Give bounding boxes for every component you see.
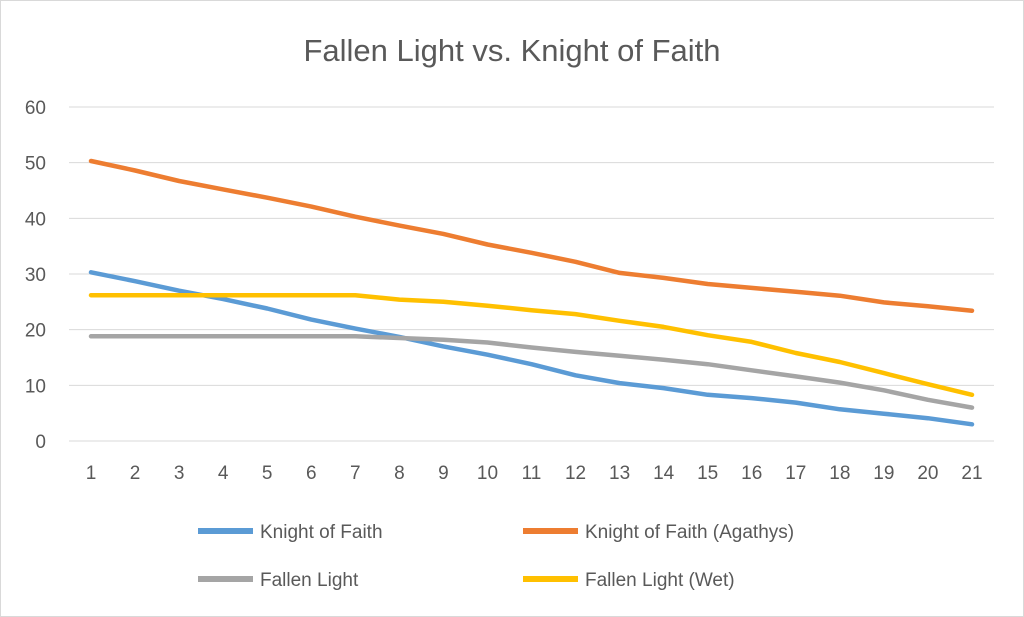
series-line-1 <box>88 158 975 313</box>
y-tick-label: 0 <box>35 432 46 453</box>
x-tick-label: 2 <box>130 463 141 484</box>
x-tick-label: 12 <box>565 463 586 484</box>
x-tick-label: 4 <box>218 463 229 484</box>
y-tick-label: 60 <box>25 98 46 119</box>
y-tick-label: 50 <box>25 154 46 175</box>
x-tick-label: 14 <box>653 463 675 484</box>
legend: Knight of Faith Knight of Faith (Agathys)… <box>198 522 794 591</box>
legend-label: Knight of Faith <box>260 522 383 543</box>
y-tick-label: 40 <box>25 209 46 230</box>
x-tick-label: 21 <box>961 463 982 484</box>
x-axis-ticks: 1 2 3 4 5 6 7 8 9 10 11 12 13 14 15 16 17 18 19 20 21 <box>86 463 983 484</box>
series-line-3 <box>88 292 975 398</box>
x-tick-label: 13 <box>609 463 630 484</box>
x-tick-label: 16 <box>741 463 762 484</box>
x-tick-label: 11 <box>522 463 542 484</box>
x-tick-label: 19 <box>873 463 894 484</box>
x-tick-label: 9 <box>438 463 449 484</box>
y-tick-label: 30 <box>25 265 46 286</box>
x-tick-label: 18 <box>829 463 850 484</box>
x-tick-label: 7 <box>350 463 361 484</box>
series-line-2 <box>88 334 975 410</box>
x-tick-label: 8 <box>394 463 405 484</box>
legend-label: Fallen Light (Wet) <box>585 570 735 591</box>
y-tick-label: 20 <box>25 321 46 342</box>
x-tick-label: 10 <box>477 463 498 484</box>
gridlines <box>69 106 994 442</box>
y-axis-ticks: 0 10 20 30 40 50 60 <box>25 98 46 453</box>
x-tick-label: 6 <box>306 463 317 484</box>
x-tick-label: 3 <box>174 463 185 484</box>
y-tick-label: 10 <box>25 376 46 397</box>
legend-label: Fallen Light <box>260 570 359 591</box>
chart-title: Fallen Light vs. Knight of Faith <box>303 33 720 68</box>
legend-label: Knight of Faith (Agathys) <box>585 522 794 543</box>
x-tick-label: 20 <box>917 463 938 484</box>
x-tick-label: 15 <box>697 463 718 484</box>
x-tick-label: 5 <box>262 463 273 484</box>
x-tick-label: 17 <box>785 463 806 484</box>
x-tick-label: 1 <box>86 463 97 484</box>
series-line-0 <box>88 270 975 427</box>
series-lines <box>88 158 975 427</box>
